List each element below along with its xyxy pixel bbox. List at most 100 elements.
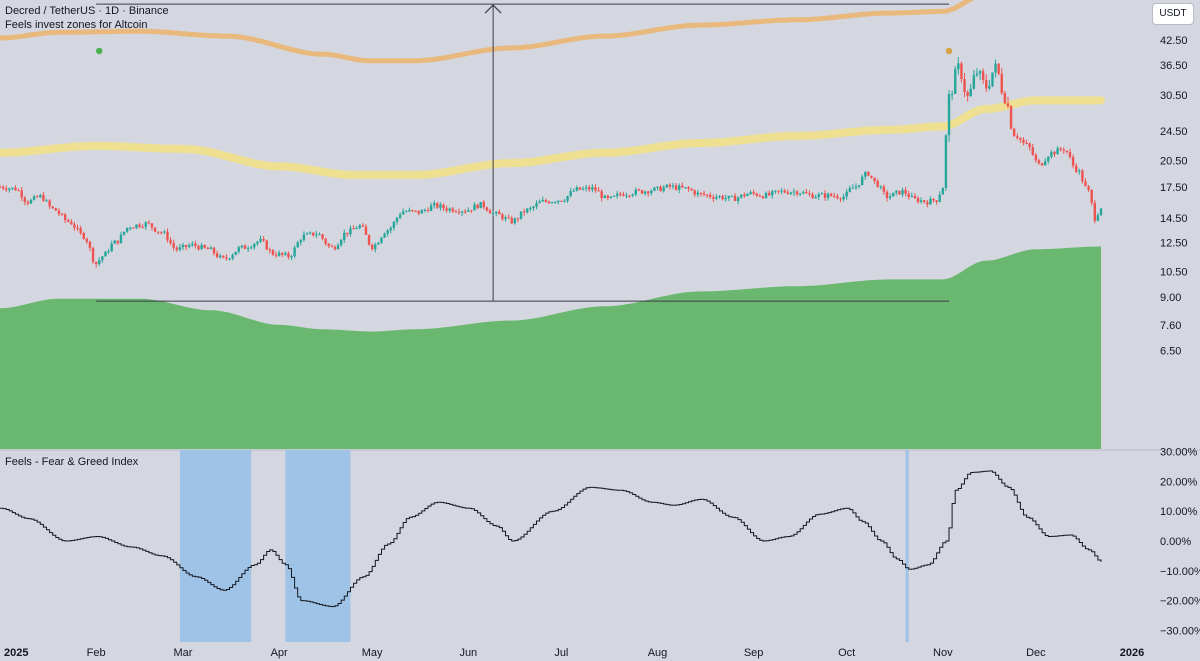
- candle[interactable]: [88, 240, 92, 252]
- candle[interactable]: [163, 229, 166, 235]
- candle[interactable]: [209, 245, 213, 250]
- candle[interactable]: [944, 134, 948, 191]
- candle[interactable]: [702, 190, 706, 197]
- candle[interactable]: [572, 188, 575, 192]
- candle[interactable]: [1034, 152, 1038, 163]
- candle[interactable]: [460, 210, 464, 216]
- candle[interactable]: [777, 190, 780, 195]
- candle[interactable]: [553, 201, 557, 204]
- candle[interactable]: [370, 243, 374, 251]
- candle[interactable]: [724, 194, 727, 202]
- candle[interactable]: [969, 83, 972, 97]
- candle[interactable]: [197, 244, 200, 251]
- candle[interactable]: [730, 195, 734, 197]
- candle[interactable]: [144, 221, 147, 231]
- candle[interactable]: [755, 192, 758, 198]
- candle[interactable]: [219, 253, 222, 259]
- candle[interactable]: [588, 185, 591, 192]
- candle[interactable]: [808, 190, 811, 197]
- candle[interactable]: [498, 209, 501, 215]
- candle[interactable]: [346, 232, 349, 238]
- candle[interactable]: [386, 229, 389, 237]
- candle[interactable]: [339, 238, 343, 247]
- candle[interactable]: [1000, 67, 1003, 95]
- candle[interactable]: [780, 188, 783, 195]
- candle[interactable]: [898, 190, 901, 196]
- candle[interactable]: [11, 187, 14, 191]
- candle[interactable]: [479, 201, 482, 209]
- candle[interactable]: [175, 245, 178, 253]
- candle[interactable]: [814, 194, 817, 199]
- candle[interactable]: [839, 197, 842, 203]
- candle[interactable]: [566, 195, 569, 203]
- candle[interactable]: [1071, 154, 1075, 169]
- candle[interactable]: [432, 200, 436, 209]
- candle[interactable]: [795, 190, 799, 197]
- candle[interactable]: [470, 210, 473, 213]
- candle[interactable]: [513, 217, 517, 225]
- candle[interactable]: [1028, 142, 1031, 151]
- candle[interactable]: [569, 187, 572, 198]
- candle[interactable]: [473, 202, 476, 211]
- candle[interactable]: [1096, 212, 1100, 222]
- candle[interactable]: [919, 197, 923, 204]
- candle[interactable]: [1009, 105, 1013, 130]
- candle[interactable]: [857, 184, 861, 189]
- candle[interactable]: [904, 187, 907, 197]
- candle[interactable]: [584, 184, 588, 192]
- candle[interactable]: [823, 190, 827, 201]
- candle[interactable]: [612, 195, 616, 197]
- candle[interactable]: [262, 236, 265, 242]
- candle[interactable]: [191, 241, 194, 248]
- candle[interactable]: [988, 79, 991, 91]
- candle[interactable]: [1019, 137, 1022, 143]
- candle[interactable]: [70, 219, 73, 225]
- candle[interactable]: [740, 194, 743, 199]
- candle[interactable]: [302, 231, 306, 242]
- candle[interactable]: [119, 231, 123, 244]
- candle[interactable]: [135, 224, 138, 230]
- candle[interactable]: [659, 185, 662, 192]
- candle[interactable]: [960, 61, 963, 83]
- symbol-title[interactable]: Decred / TetherUS · 1D · Binance: [5, 5, 169, 17]
- candle[interactable]: [367, 234, 371, 246]
- candle[interactable]: [510, 215, 513, 225]
- candle[interactable]: [45, 198, 48, 202]
- candle[interactable]: [1059, 147, 1062, 152]
- candle[interactable]: [774, 190, 777, 194]
- candle[interactable]: [516, 217, 520, 223]
- candle[interactable]: [1003, 90, 1007, 105]
- candle[interactable]: [20, 187, 23, 202]
- candle[interactable]: [107, 248, 110, 255]
- candle[interactable]: [1022, 137, 1025, 146]
- candle[interactable]: [504, 215, 507, 222]
- candle[interactable]: [442, 203, 445, 212]
- candle[interactable]: [907, 190, 910, 200]
- candle[interactable]: [581, 186, 585, 191]
- time-axis[interactable]: 2025 Feb Mar Apr May Jun Jul Aug Sep Oct Nov Dec 202…: [4, 647, 1144, 659]
- candle[interactable]: [895, 189, 898, 196]
- candle[interactable]: [26, 200, 30, 206]
- candle[interactable]: [733, 193, 737, 202]
- candle[interactable]: [767, 190, 771, 197]
- candle[interactable]: [42, 191, 45, 202]
- candle[interactable]: [76, 224, 79, 232]
- candle[interactable]: [57, 208, 61, 217]
- candle[interactable]: [464, 208, 467, 214]
- candle[interactable]: [870, 175, 873, 179]
- candle[interactable]: [693, 189, 696, 197]
- candle[interactable]: [1037, 158, 1041, 165]
- candle[interactable]: [147, 220, 151, 225]
- candle[interactable]: [619, 191, 622, 197]
- candle[interactable]: [138, 222, 141, 229]
- candle[interactable]: [54, 207, 58, 211]
- candle[interactable]: [842, 193, 845, 202]
- candle[interactable]: [91, 246, 95, 264]
- candle[interactable]: [1084, 178, 1087, 187]
- candle[interactable]: [519, 211, 523, 220]
- candle[interactable]: [200, 242, 203, 250]
- candle[interactable]: [327, 243, 330, 248]
- candle[interactable]: [281, 252, 284, 258]
- candle[interactable]: [963, 72, 966, 98]
- candle[interactable]: [501, 213, 504, 221]
